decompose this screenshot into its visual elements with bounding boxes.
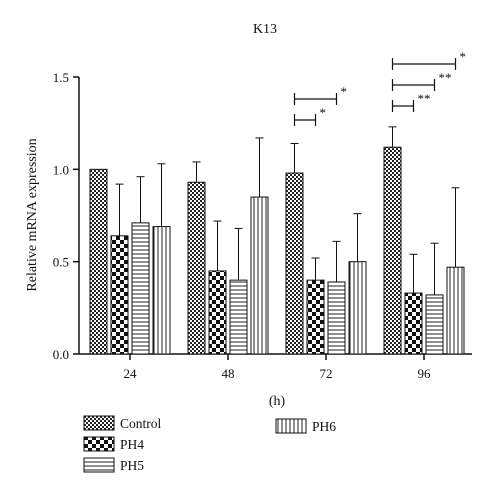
- bar-ph5-72: [327, 281, 346, 355]
- y-tick-label: 0.0: [53, 347, 69, 362]
- bar-control-96: [383, 146, 402, 355]
- significance-brackets: ** *****: [293, 49, 467, 126]
- bar-ph5-96: [425, 294, 444, 355]
- bar-ph6-72: [348, 261, 367, 355]
- y-ticks: 0.0 0.5 1.0 1.5: [53, 70, 79, 362]
- bar-ph4-48: [208, 270, 227, 355]
- legend-label-ph4: PH4: [120, 437, 144, 452]
- bar-ph6-24: [152, 226, 171, 355]
- bar-ph4-96: [404, 292, 423, 355]
- x-ticks: 24 48 72 96: [124, 354, 432, 381]
- bar-control-72: [285, 172, 304, 355]
- bar-ph4-24: [110, 235, 129, 355]
- x-tick-label: 72: [320, 366, 333, 381]
- bar-ph4-72: [306, 279, 325, 355]
- bar-ph6-48: [250, 196, 269, 355]
- y-tick-label: 1.5: [53, 70, 69, 85]
- x-tick-label: 96: [418, 366, 432, 381]
- x-tick-label: 48: [222, 366, 235, 381]
- x-axis-label: (h): [269, 394, 286, 409]
- significance-label: **: [439, 70, 452, 85]
- significance-label: **: [418, 91, 431, 106]
- legend: Control PH4 PH5 PH6: [83, 415, 336, 473]
- y-axis-label: Relative mRNA expression: [25, 138, 40, 291]
- bar-control-48: [187, 181, 206, 355]
- legend-label-ph5: PH5: [120, 458, 144, 473]
- y-tick-label: 1.0: [53, 162, 69, 177]
- chart-title: K13: [253, 22, 277, 37]
- bars: [89, 146, 465, 355]
- y-tick-label: 0.5: [53, 255, 69, 270]
- legend-label-ph6: PH6: [312, 419, 336, 434]
- x-tick-label: 24: [124, 366, 138, 381]
- legend-swatch-ph6: [275, 418, 307, 434]
- legend-swatch-control: [83, 415, 115, 431]
- bar-ph5-48: [229, 279, 248, 355]
- bar-ph6-96: [446, 266, 465, 355]
- legend-swatch-ph4: [83, 436, 115, 452]
- legend-label-control: Control: [120, 416, 162, 431]
- significance-label: *: [320, 105, 327, 120]
- error-bars: [115, 126, 460, 295]
- significance-label: *: [460, 49, 467, 64]
- significance-label: *: [341, 84, 348, 99]
- bar-ph5-24: [131, 222, 150, 355]
- legend-swatch-ph5: [83, 457, 115, 473]
- bar-control-24: [89, 168, 108, 355]
